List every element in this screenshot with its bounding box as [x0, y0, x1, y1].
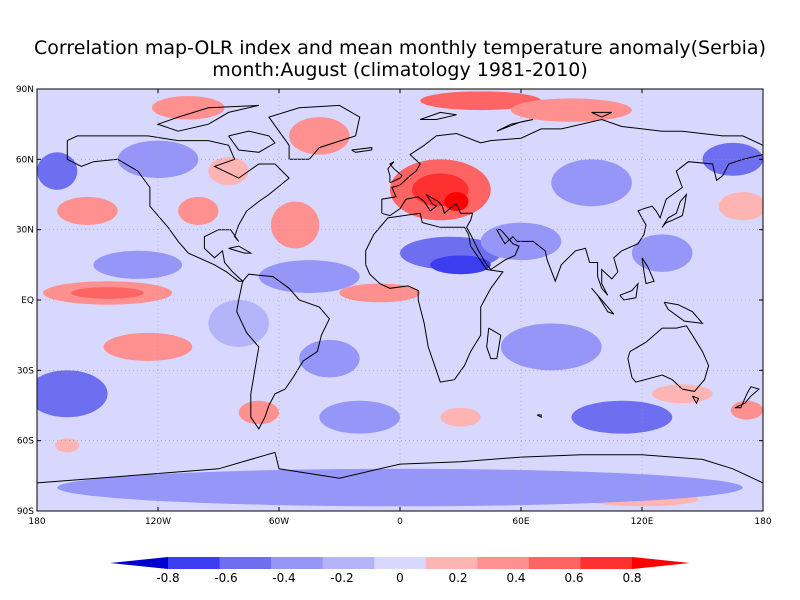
- colorbar-label: 0.4: [506, 571, 525, 585]
- field-patch: [500, 323, 602, 371]
- field-patch: [551, 159, 632, 207]
- field-patch: [258, 260, 360, 293]
- coastline: [619, 281, 639, 301]
- colorbar-upper-extension: [632, 557, 690, 569]
- field-patch: [730, 400, 763, 420]
- coastline: [228, 130, 276, 153]
- lon-tick-label: 0: [397, 517, 403, 527]
- lat-tick-label: 90S: [17, 507, 34, 517]
- colorbar-segment: [477, 557, 530, 569]
- lon-tick-label: 120E: [631, 517, 654, 527]
- colorbar-label: -0.4: [272, 571, 295, 585]
- coastline: [591, 111, 613, 118]
- coastline: [734, 386, 761, 409]
- lat-tick-label: 60S: [17, 437, 34, 447]
- coastlines: [37, 104, 763, 484]
- coastline: [156, 104, 259, 132]
- colorbar-label: 0.8: [622, 571, 641, 585]
- colorbar-label: 0.2: [448, 571, 467, 585]
- field-patch: [652, 384, 713, 404]
- field-patch: [55, 438, 80, 453]
- coastline: [627, 325, 710, 392]
- lat-tick-label: 60N: [16, 155, 34, 165]
- chart-title-line-1: Correlation map-OLR index and mean month…: [34, 37, 766, 59]
- field-patch: [71, 287, 144, 299]
- coastline: [351, 147, 373, 153]
- field-patch: [289, 117, 350, 155]
- coastline: [691, 395, 700, 405]
- field-patch: [571, 400, 673, 434]
- coastline: [387, 161, 403, 184]
- field-patch: [420, 91, 542, 111]
- field-patch: [238, 400, 279, 425]
- field-patch: [270, 201, 320, 249]
- coastline: [641, 257, 655, 285]
- colorbar-segment: [374, 557, 427, 569]
- lon-tick-label: 180: [754, 517, 771, 527]
- field-patch: [430, 255, 491, 275]
- colorbar-segment: [528, 557, 581, 569]
- field-patch: [57, 196, 118, 225]
- field-patch: [444, 192, 469, 211]
- coastline: [268, 104, 361, 160]
- field-patch: [178, 196, 219, 225]
- field-patch: [702, 142, 763, 176]
- lat-tick-label: 30S: [17, 366, 34, 376]
- field-patch: [93, 250, 183, 279]
- field-patch: [440, 407, 481, 427]
- lat-tick-label: 90N: [16, 85, 34, 95]
- colorbar-label: 0: [396, 571, 404, 585]
- coastline: [37, 451, 763, 484]
- coastline: [663, 301, 704, 325]
- colorbar-segment: [219, 557, 272, 569]
- field-patch: [151, 96, 225, 120]
- lat-tick-label: 30N: [16, 226, 34, 236]
- field-patch: [510, 98, 632, 122]
- coastline: [228, 245, 253, 254]
- coastline: [536, 414, 542, 419]
- coastline: [496, 119, 534, 132]
- field-patch: [208, 300, 269, 347]
- lon-tick-label: 180: [28, 517, 45, 527]
- coastline: [661, 192, 688, 228]
- colorbar-label: -0.2: [330, 571, 353, 585]
- field-patch: [631, 234, 693, 272]
- colorbar: -0.8 -0.6 -0.4 -0.2 0 0.2 0.4 0.6 0.8: [110, 557, 690, 585]
- field-patch: [718, 192, 763, 221]
- coastline: [486, 327, 502, 360]
- coastline: [381, 118, 763, 214]
- colorbar-lower-extension: [110, 557, 168, 569]
- field-patch: [299, 339, 360, 378]
- colorbar-label: 0.6: [564, 571, 583, 585]
- coastline: [365, 212, 504, 383]
- coastline: [66, 135, 290, 282]
- coastline: [236, 273, 330, 430]
- field-patch: [37, 370, 108, 418]
- lon-tick-label: 60E: [512, 517, 529, 527]
- graticule: [37, 89, 763, 511]
- chart-title-line-2: month:August (climatology 1981-2010): [212, 59, 588, 81]
- field-patch: [57, 468, 743, 507]
- colorbar-segment: [425, 557, 478, 569]
- field-patch: [103, 332, 193, 361]
- field-patch: [319, 400, 400, 434]
- coastline: [381, 154, 763, 296]
- coastline: [591, 287, 615, 315]
- colorbar-label: -0.6: [214, 571, 237, 585]
- colorbar-segment: [322, 557, 375, 569]
- colorbar-label: -0.8: [156, 571, 179, 585]
- lat-tick-label: EQ: [21, 296, 34, 306]
- colorbar-segment: [271, 557, 324, 569]
- lon-tick-label: 120W: [145, 517, 171, 527]
- colorbar-segment: [168, 557, 221, 569]
- colorbar-segment: [580, 557, 633, 569]
- lon-tick-label: 60W: [269, 517, 289, 527]
- coastline: [420, 111, 457, 120]
- field-patch: [37, 152, 78, 190]
